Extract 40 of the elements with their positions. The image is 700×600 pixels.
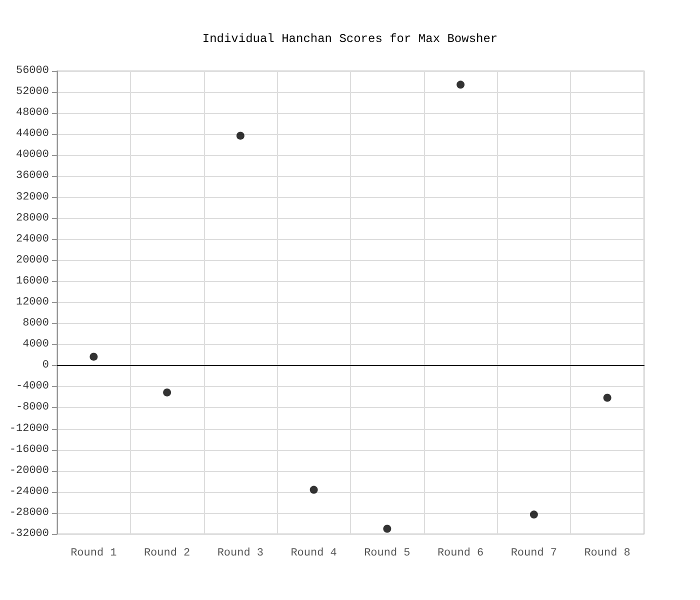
y-tick-label: 24000 <box>16 233 49 246</box>
y-tick-label: 36000 <box>16 170 49 182</box>
point <box>603 394 612 402</box>
y-tick-label: -28000 <box>9 506 49 519</box>
x-tick-label: Round 8 <box>584 548 630 560</box>
x-tick-label: Round 6 <box>437 548 484 560</box>
y-tick-label: -4000 <box>16 380 49 393</box>
point <box>383 524 392 533</box>
point <box>530 510 538 519</box>
y-tick-label: 8000 <box>22 318 49 330</box>
y-tick-label: 40000 <box>16 149 49 162</box>
y-tick-label: 16000 <box>16 275 49 288</box>
x-tick-label: Round 5 <box>364 548 410 560</box>
x-tick-label: Round 7 <box>510 548 558 560</box>
point <box>163 388 172 396</box>
y-tick-label: 4000 <box>22 338 49 351</box>
point <box>236 132 244 140</box>
point <box>90 352 98 361</box>
y-tick-label: 48000 <box>16 107 49 120</box>
x-tick-label: Round 3 <box>217 548 264 560</box>
y-tick-label: -8000 <box>16 402 49 414</box>
y-tick-label: -32000 <box>9 528 49 540</box>
y-tick-label: 20000 <box>16 254 49 266</box>
point <box>456 80 465 89</box>
y-tick-label: 44000 <box>16 128 49 140</box>
y-tick-label: 52000 <box>16 86 49 98</box>
y-tick-label: 28000 <box>16 212 49 224</box>
y-tick-label: -24000 <box>9 486 49 498</box>
y-tick-label: 56000 <box>16 65 49 77</box>
chart-title: Individual Hanchan Scores for Max Bowsher <box>202 32 498 46</box>
y-tick-label: -16000 <box>9 444 49 456</box>
x-tick-label: Round 4 <box>290 548 338 560</box>
x-tick-label: Round 2 <box>144 548 190 560</box>
point <box>310 486 318 494</box>
x-tick-label: Round 1 <box>70 548 118 560</box>
y-tick-label: -12000 <box>9 422 49 435</box>
y-tick-label: 12000 <box>16 296 49 308</box>
y-tick-label: 0 <box>42 360 49 372</box>
y-tick-label: -20000 <box>9 464 49 477</box>
y-tick-label: 32000 <box>16 191 49 204</box>
